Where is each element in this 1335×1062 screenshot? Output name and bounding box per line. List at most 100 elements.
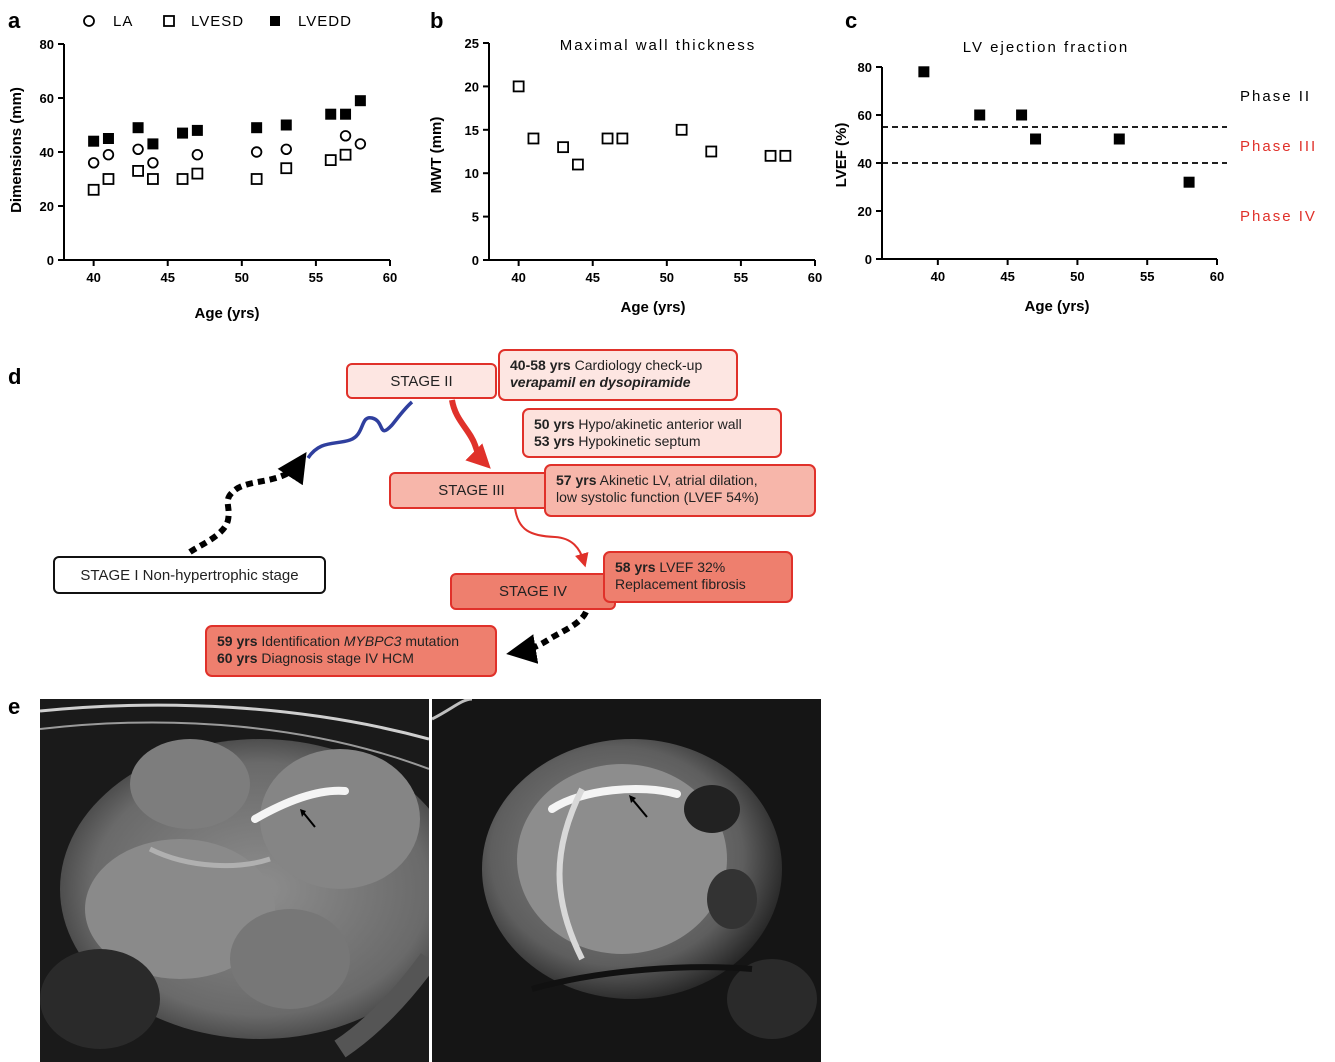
y-tick-label: 0 (47, 253, 54, 268)
y-tick-label: 15 (465, 123, 479, 138)
data-point (191, 167, 204, 180)
note-septum-age: 53 yrs (534, 433, 575, 449)
y-tick-label: 0 (865, 252, 872, 267)
y-tick-label: 60 (40, 91, 54, 106)
note-diag-age2: 60 yrs (217, 650, 258, 666)
data-point (147, 138, 159, 150)
stage2-box: STAGE II (346, 363, 497, 399)
x-tick-label: 40 (511, 270, 525, 285)
legend-marker-la (83, 15, 95, 27)
stage3-box: STAGE III (389, 472, 554, 509)
note-akinetic-lv: 57 yrs Akinetic LV, atrial dilation, low… (544, 464, 816, 517)
y-tick-label: 10 (465, 166, 479, 181)
data-point (250, 173, 263, 185)
data-point (87, 183, 100, 196)
data-point (280, 162, 293, 175)
stage4-box: STAGE IV (450, 573, 616, 610)
data-point (250, 146, 263, 158)
chart-b-mwt: Maximal wall thickness 40 45 50 55 60 0 5 10 15 2… (428, 36, 822, 316)
y-tick-label: 40 (858, 156, 872, 171)
chart-a-dimensions: LA LVESD LVEDD 40 45 50 55 60 0 20 40 60 80 Age (… (8, 13, 397, 322)
note-diag-text2: Diagnosis stage IV HCM (257, 650, 414, 666)
x-tick-label: 45 (160, 270, 174, 285)
panel-letter-e: e (8, 694, 21, 719)
x-tick-label: 45 (1000, 269, 1014, 284)
note-checkup-age: 40-58 yrs (510, 357, 571, 373)
panel-letter-d: d (8, 364, 22, 389)
red-arrow-stage2-to-stage3 (449, 399, 491, 469)
arrow-indicator (631, 798, 648, 818)
data-point (354, 138, 367, 150)
note-checkup-text: Cardiology check-up (570, 357, 703, 373)
x-tick-label: 40 (931, 269, 945, 284)
data-point (557, 141, 569, 154)
data-point (87, 157, 100, 169)
note-akinetic-text2: low systolic function (LVEF 54%) (556, 489, 759, 505)
data-point (675, 123, 688, 136)
data-point (325, 108, 337, 120)
x-tick-label: 55 (309, 270, 323, 285)
chart-title: LV ejection fraction (963, 39, 1129, 56)
x-tick-label: 45 (585, 270, 599, 285)
data-point (132, 122, 144, 134)
red-arrow-stage3-to-stage4 (514, 507, 589, 568)
y-axis-label: MWT (mm) (428, 117, 445, 194)
stage2-label: STAGE II (390, 372, 453, 390)
x-axis-label: Age (yrs) (620, 299, 685, 316)
legend-marker-lvedd (270, 16, 280, 26)
panel-letter-c: c (845, 8, 858, 33)
data-point (177, 127, 189, 139)
note-akinetic-text: Akinetic LV, atrial dilation, (596, 472, 758, 488)
y-tick-label: 20 (40, 199, 54, 214)
data-point (102, 133, 114, 144)
y-tick-label: 80 (40, 37, 54, 52)
data-point (705, 145, 718, 158)
data-point (340, 108, 352, 120)
x-tick-label: 60 (383, 270, 397, 285)
data-point (88, 135, 100, 147)
panel-letter-a: a (8, 8, 21, 33)
y-tick-label: 5 (472, 210, 479, 225)
data-point (132, 143, 144, 156)
mri-four-chamber-drawing (40, 699, 429, 1062)
note-lvef32-text: LVEF 32% (655, 559, 726, 575)
x-tick-label: 50 (1070, 269, 1084, 284)
x-tick-label: 60 (808, 270, 822, 285)
legend-label-lvedd: LVEDD (298, 13, 352, 30)
legend-label-la: LA (113, 13, 133, 30)
dotted-arrow-to-diagnosis (506, 610, 589, 664)
y-tick-label: 20 (465, 79, 479, 94)
timeline-connectors (188, 399, 589, 664)
data-point (1183, 176, 1195, 188)
mri-image-short-axis (432, 699, 821, 1062)
data-point (616, 132, 629, 145)
x-axis-label: Age (yrs) (194, 305, 259, 322)
note-fibrosis-text: Replacement fibrosis (615, 576, 746, 592)
data-point (191, 148, 204, 161)
x-axis-label: Age (yrs) (1024, 298, 1089, 315)
note-diag-text1: Identification (257, 633, 344, 649)
data-point (779, 149, 792, 162)
note-diag-text1b: mutation (401, 633, 460, 649)
x-tick-label: 55 (1140, 269, 1154, 284)
data-point (512, 80, 525, 93)
stage1-label: STAGE I Non-hypertrophic stage (80, 566, 299, 584)
note-akinetic-age: 57 yrs (556, 472, 597, 488)
data-point (1016, 109, 1028, 121)
phase-label-ii: Phase II (1240, 88, 1311, 105)
data-point (974, 109, 986, 121)
y-axis-label: Dimensions (mm) (8, 87, 25, 213)
stage4-label: STAGE IV (498, 583, 568, 600)
legend-marker-lvesd (163, 15, 175, 27)
panel-letter-b: b (430, 8, 444, 33)
data-point (102, 173, 115, 185)
blue-progression-curve (306, 400, 414, 460)
y-tick-label: 25 (465, 36, 479, 51)
data-point (147, 173, 159, 185)
note-septum-text: Hypokinetic septum (574, 433, 701, 449)
data-point (527, 132, 540, 145)
y-tick-label: 80 (858, 60, 872, 75)
phase-label-iii: Phase III (1240, 138, 1317, 155)
note-anterior-age: 50 yrs (534, 416, 575, 432)
y-tick-label: 60 (858, 108, 872, 123)
